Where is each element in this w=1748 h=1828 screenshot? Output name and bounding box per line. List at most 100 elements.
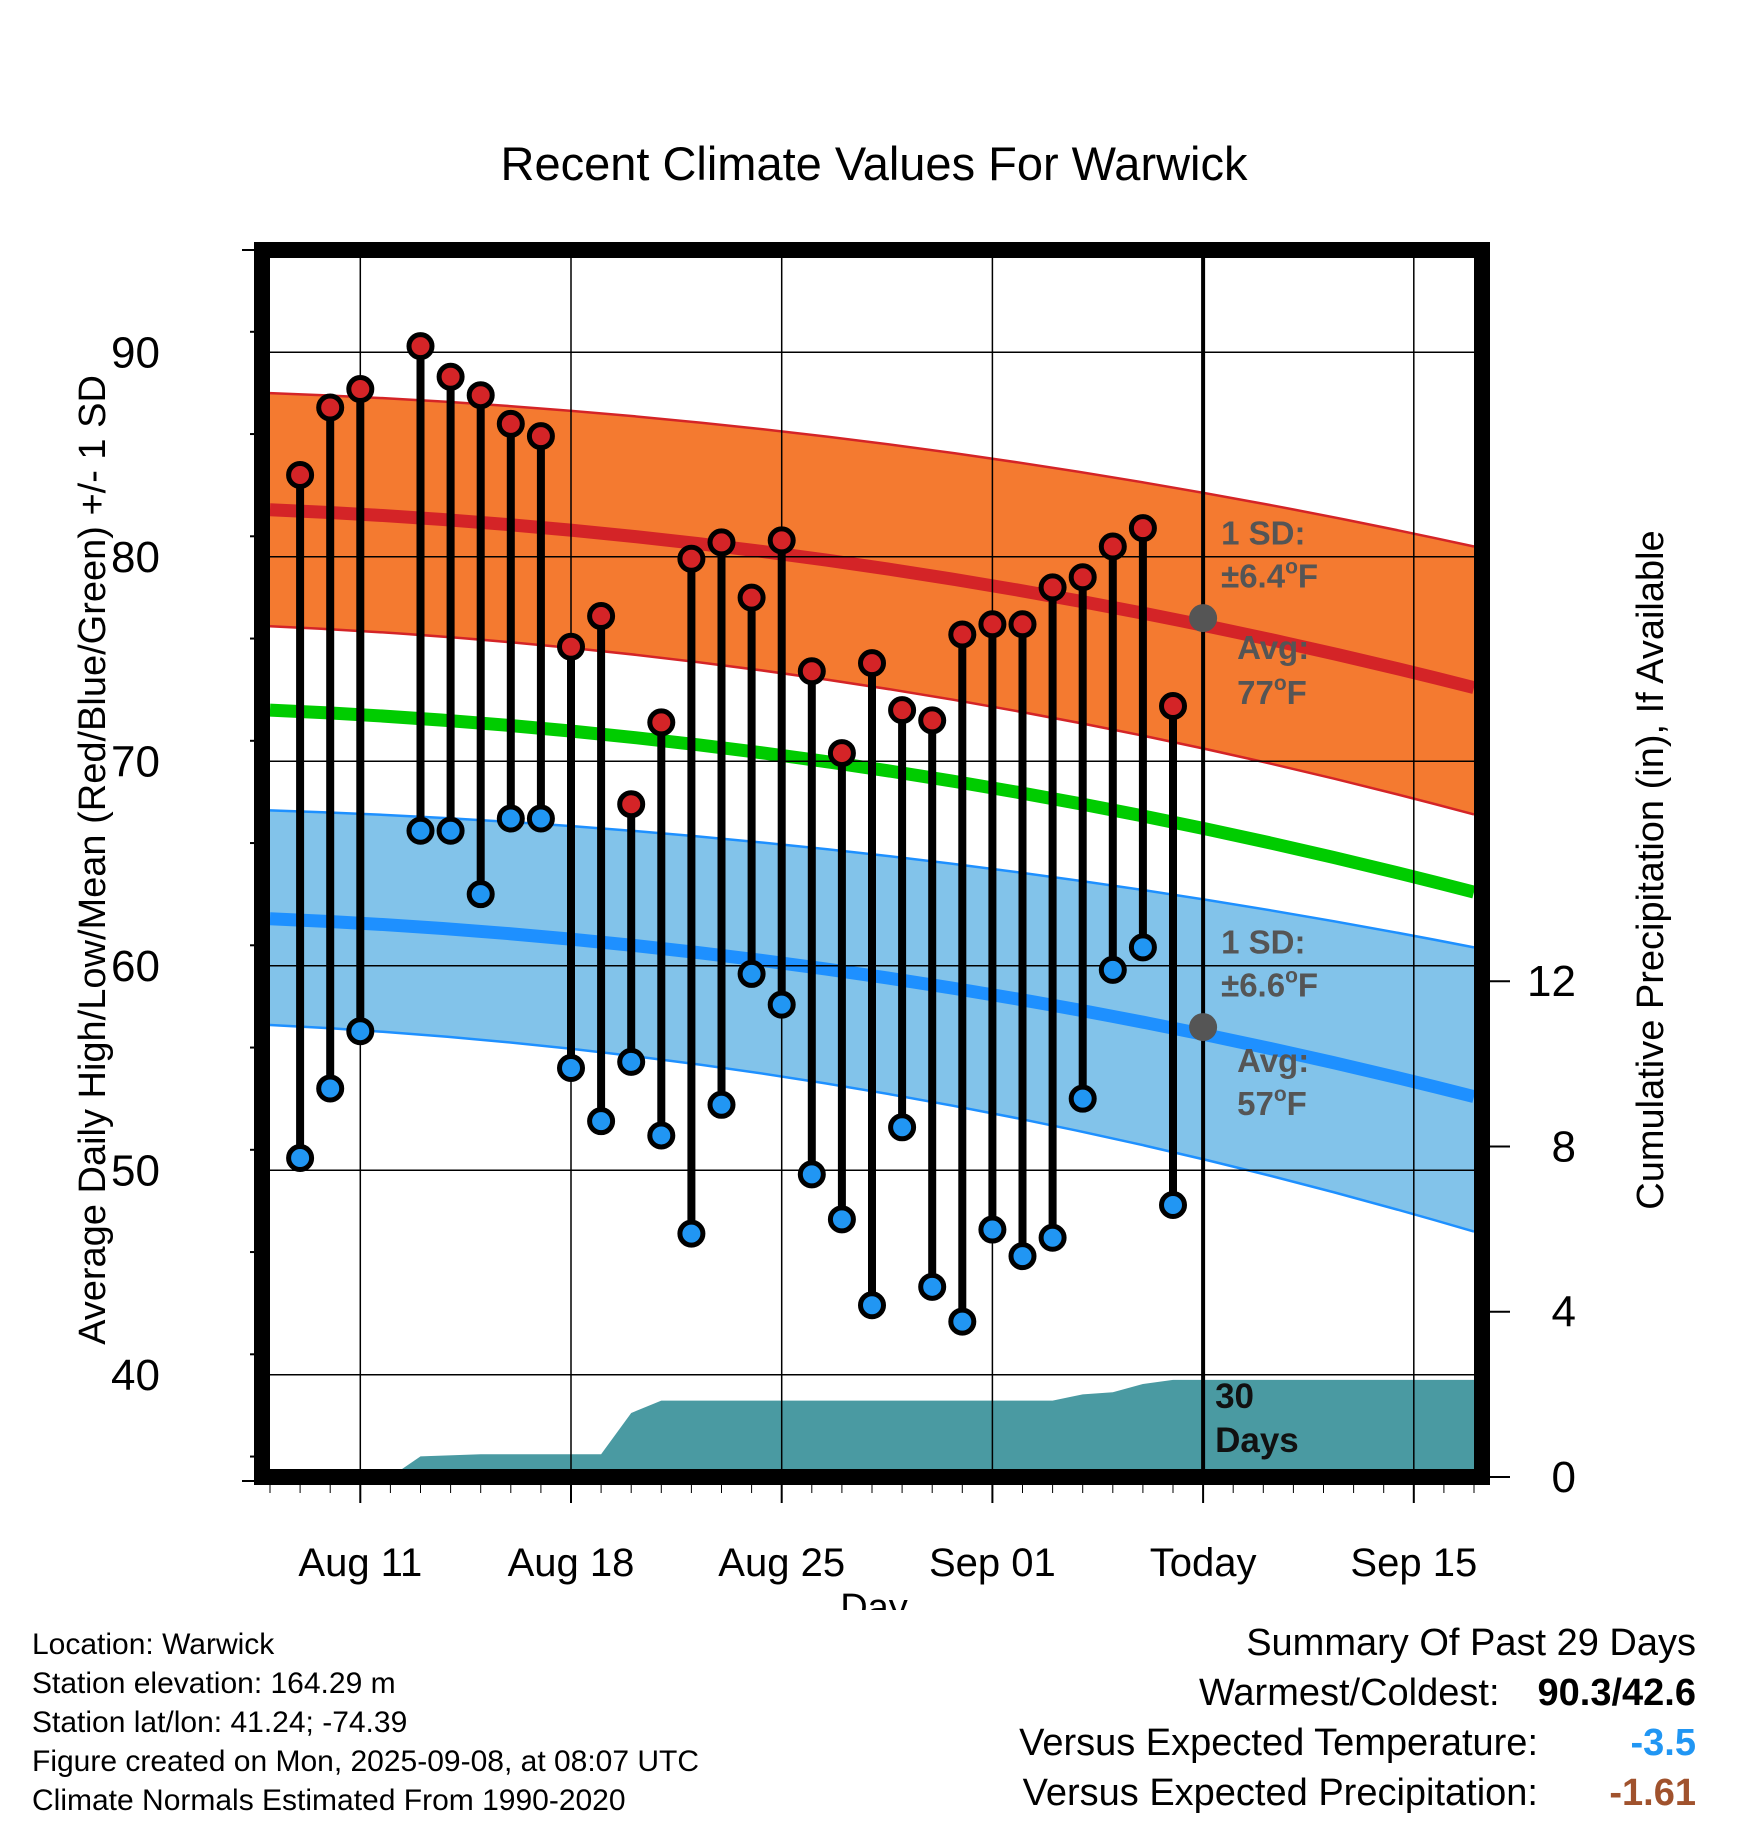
daily-high-marker	[526, 422, 555, 451]
high-sd-value: ±6.4oF	[1221, 555, 1318, 594]
daily-high-marker	[647, 708, 676, 737]
daily-high-marker	[1159, 692, 1187, 721]
daily-high-marker	[858, 649, 886, 678]
daily-low-marker	[587, 1107, 616, 1136]
precip-anomaly-value: -1.61	[1609, 1772, 1696, 1814]
daily-low-marker	[767, 990, 796, 1019]
y-axis-label-right: Cumulative Precipitation (in), If Availa…	[1630, 530, 1672, 1209]
daily-high-marker	[1038, 573, 1067, 602]
station-info: Location: Warwick Station elevation: 164…	[32, 1625, 699, 1820]
daily-high-marker	[436, 362, 465, 391]
daily-low-marker	[978, 1215, 1007, 1244]
summary-temp: Versus Expected Temperature: -3.5	[1019, 1718, 1696, 1768]
summary-warm-cold: Warmest/Coldest: 90.3/42.6	[1019, 1668, 1696, 1718]
daily-high-marker	[466, 381, 495, 410]
temp-anomaly-value: -3.5	[1630, 1722, 1696, 1764]
daily-low-marker	[496, 804, 525, 833]
elevation-text: Station elevation: 164.29 m	[32, 1667, 396, 1700]
high-sd-label: 1 SD:	[1221, 514, 1305, 551]
y-tick-label-right: 0	[1552, 1453, 1576, 1502]
daily-high-marker	[1008, 610, 1037, 639]
x-tick-label: Aug 25	[718, 1541, 845, 1585]
summary-precip: Versus Expected Precipitation: -1.61	[1019, 1768, 1696, 1818]
low-avg-dot	[1189, 1013, 1218, 1042]
daily-low-marker	[436, 816, 465, 845]
daily-low-marker	[406, 816, 435, 845]
y-tick-label-left: 70	[111, 737, 160, 786]
normals-text: Climate Normals Estimated From 1990-2020	[32, 1784, 626, 1817]
daily-low-marker	[918, 1272, 947, 1301]
daily-low-marker	[677, 1219, 706, 1248]
x-tick-label: Aug 18	[508, 1541, 635, 1585]
daily-high-marker	[286, 460, 315, 489]
daily-low-marker	[888, 1113, 917, 1142]
daily-high-marker	[496, 409, 525, 438]
y-tick-label-right: 4	[1552, 1288, 1576, 1337]
daily-high-marker	[737, 583, 766, 612]
daily-low-marker	[346, 1017, 375, 1046]
days-unit-label: Days	[1215, 1421, 1299, 1460]
location-text: Location: Warwick	[32, 1628, 275, 1661]
warm-cold-label: Warmest/Coldest:	[1198, 1672, 1500, 1714]
daily-low-marker	[797, 1160, 826, 1189]
daily-low-marker	[316, 1074, 345, 1103]
daily-low-marker	[1128, 933, 1157, 962]
y-tick-label-right: 12	[1527, 957, 1576, 1006]
y-tick-label-right: 8	[1552, 1122, 1576, 1171]
daily-low-marker	[707, 1090, 736, 1119]
x-tick-label: Aug 11	[298, 1541, 422, 1585]
daily-high-marker	[767, 526, 796, 555]
created-text: Figure created on Mon, 2025-09-08, at 08…	[32, 1745, 700, 1778]
daily-low-marker	[557, 1054, 585, 1082]
chart-title: Recent Climate Values For Warwick	[501, 137, 1248, 190]
daily-low-marker	[948, 1307, 977, 1336]
daily-low-marker	[526, 804, 555, 833]
y-tick-label-left: 40	[111, 1351, 160, 1400]
daily-high-marker	[978, 610, 1007, 639]
daily-high-marker	[1068, 563, 1097, 592]
daily-high-marker	[587, 602, 616, 631]
y-tick-label-left: 60	[111, 942, 160, 991]
daily-low-marker	[1098, 955, 1127, 984]
y-tick-label-left: 90	[111, 328, 160, 377]
high-avg-dot	[1189, 604, 1218, 633]
daily-high-marker	[948, 620, 977, 649]
high-avg-value: 77oF	[1237, 672, 1307, 711]
daily-low-marker	[827, 1205, 856, 1234]
plot-content	[262, 250, 1482, 1477]
daily-high-marker	[707, 528, 736, 557]
y-axis-label-left: Average Daily High/Low/Mean (Red/Blue/Gr…	[72, 375, 114, 1345]
latlon-text: Station lat/lon: 41.24; -74.39	[32, 1706, 408, 1739]
daily-low-marker	[1159, 1191, 1187, 1220]
plot-frame	[254, 242, 1490, 1485]
daily-high-marker	[1128, 514, 1157, 543]
daily-high-marker	[557, 632, 585, 661]
daily-low-marker	[466, 880, 495, 909]
daily-high-marker	[316, 393, 345, 422]
daily-high-marker	[797, 657, 826, 686]
plot-area: 1 SD: ±6.4oF Avg: 77oF 1 SD: ±6.6oF Avg: 57oF 30…	[111, 242, 1576, 1585]
x-tick-label: Sep 01	[929, 1541, 1056, 1585]
daily-low-marker	[286, 1143, 315, 1172]
daily-high-marker	[827, 739, 856, 768]
daily-low-marker	[617, 1047, 646, 1076]
temp-anomaly-label: Versus Expected Temperature:	[1019, 1722, 1538, 1764]
y-tick-label-left: 80	[111, 533, 160, 582]
daily-high-marker	[617, 790, 646, 819]
daily-low-marker	[647, 1121, 676, 1150]
low-sd-label: 1 SD:	[1221, 923, 1305, 960]
days-count-label: 30	[1215, 1377, 1254, 1416]
daily-high-marker	[1098, 532, 1127, 561]
x-tick-label: Sep 15	[1350, 1541, 1477, 1585]
daily-low-marker	[1008, 1242, 1037, 1271]
warm-cold-value: 90.3/42.6	[1537, 1672, 1696, 1714]
daily-high-marker	[918, 706, 947, 735]
summary-panel: Summary Of Past 29 Days Warmest/Coldest:…	[1019, 1618, 1696, 1818]
daily-high-marker	[406, 332, 435, 361]
low-sd-value: ±6.6oF	[1221, 964, 1318, 1003]
x-axis-label: Day	[840, 1587, 908, 1610]
daily-high-marker	[346, 375, 375, 404]
daily-low-marker	[1038, 1223, 1067, 1252]
low-avg-label: Avg:	[1237, 1042, 1309, 1079]
precip-anomaly-label: Versus Expected Precipitation:	[1022, 1772, 1538, 1814]
